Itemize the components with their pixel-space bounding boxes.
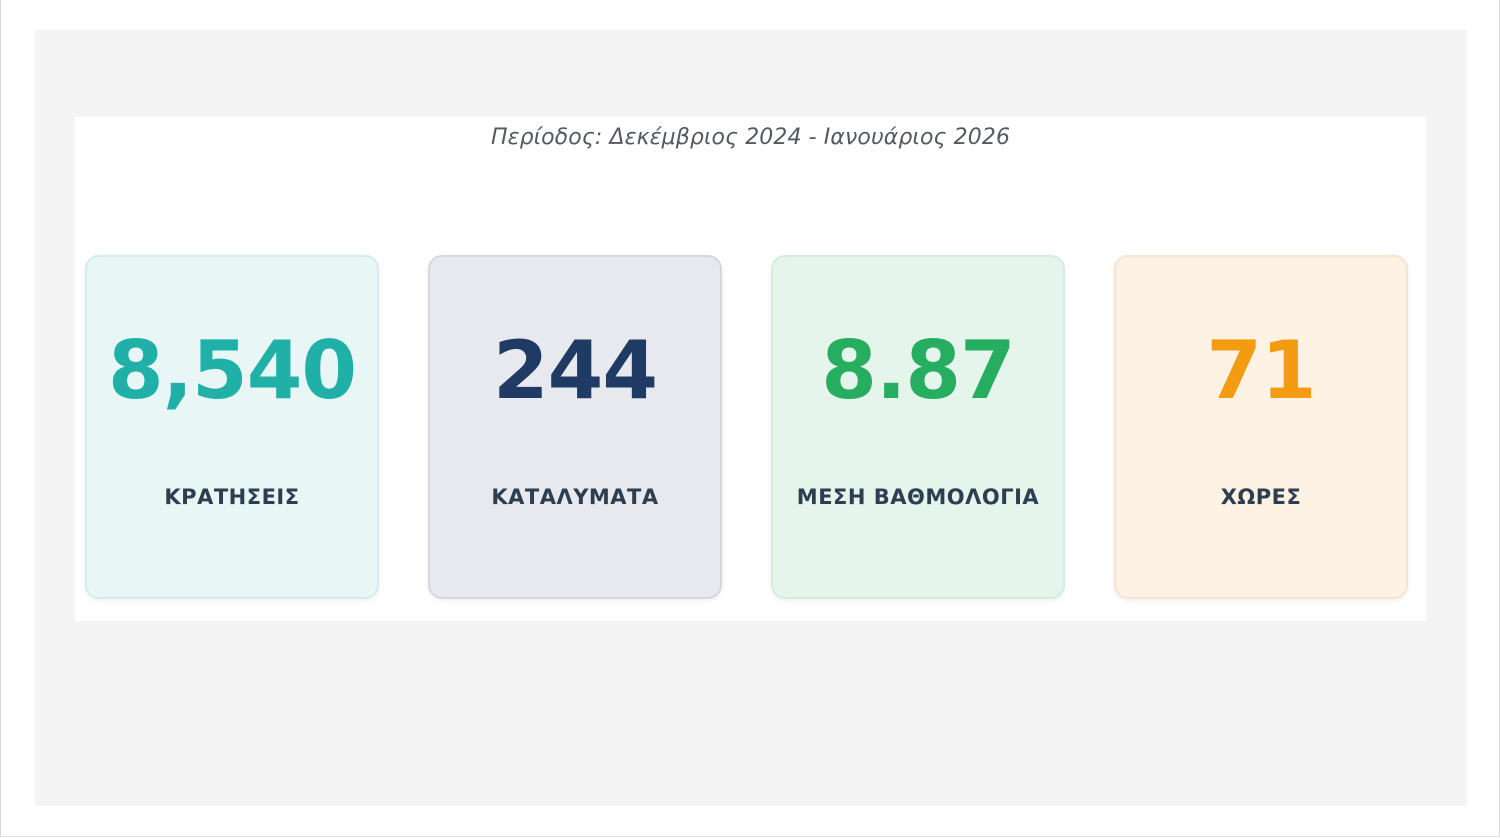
stat-card-countries: 71 ΧΩΡΕΣ (1114, 255, 1408, 599)
stat-label-bookings: ΚΡΑΤΗΣΕΙΣ (164, 485, 300, 509)
stats-panel: Περίοδος: Δεκέμβριος 2024 - Ιανουάριος 2… (75, 117, 1426, 621)
stat-card-properties: 244 ΚΑΤΑΛΥΜΑΤΑ (428, 255, 722, 599)
stat-value-properties: 244 (493, 324, 658, 417)
stat-label-countries: ΧΩΡΕΣ (1220, 485, 1302, 509)
stat-value-countries: 71 (1206, 324, 1316, 417)
stat-value-bookings: 8,540 (107, 324, 357, 417)
stat-label-properties: ΚΑΤΑΛΥΜΑΤΑ (491, 485, 659, 509)
stat-value-average-rating: 8.87 (821, 324, 1015, 417)
stat-label-average-rating: ΜΕΣΗ ΒΑΘΜΟΛΟΓΙΑ (796, 485, 1040, 509)
period-subtitle: Περίοδος: Δεκέμβριος 2024 - Ιανουάριος 2… (490, 125, 1011, 150)
stat-card-average-rating: 8.87 ΜΕΣΗ ΒΑΘΜΟΛΟΓΙΑ (771, 255, 1065, 599)
stat-card-bookings: 8,540 ΚΡΑΤΗΣΕΙΣ (85, 255, 379, 599)
